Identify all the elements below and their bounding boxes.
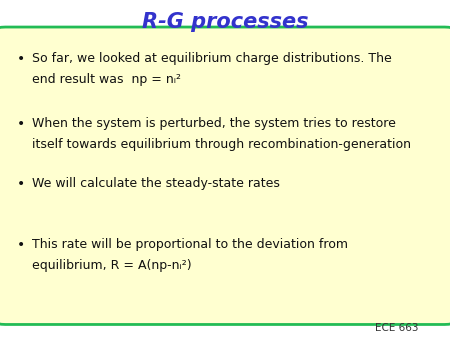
Text: end result was  np = nᵢ²: end result was np = nᵢ²	[32, 73, 181, 86]
Text: When the system is perturbed, the system tries to restore: When the system is perturbed, the system…	[32, 117, 396, 129]
Text: We will calculate the steady-state rates: We will calculate the steady-state rates	[32, 177, 280, 190]
Text: ECE 663: ECE 663	[375, 323, 418, 333]
Text: •: •	[17, 117, 25, 130]
Text: •: •	[17, 238, 25, 252]
Text: So far, we looked at equilibrium charge distributions. The: So far, we looked at equilibrium charge …	[32, 52, 392, 65]
FancyBboxPatch shape	[0, 27, 450, 324]
Text: •: •	[17, 52, 25, 66]
Text: itself towards equilibrium through recombination-generation: itself towards equilibrium through recom…	[32, 138, 411, 150]
Text: This rate will be proportional to the deviation from: This rate will be proportional to the de…	[32, 238, 348, 251]
Text: equilibrium, R = A(np-nᵢ²): equilibrium, R = A(np-nᵢ²)	[32, 259, 192, 272]
Text: •: •	[17, 177, 25, 191]
Text: R-G processes: R-G processes	[142, 12, 308, 32]
